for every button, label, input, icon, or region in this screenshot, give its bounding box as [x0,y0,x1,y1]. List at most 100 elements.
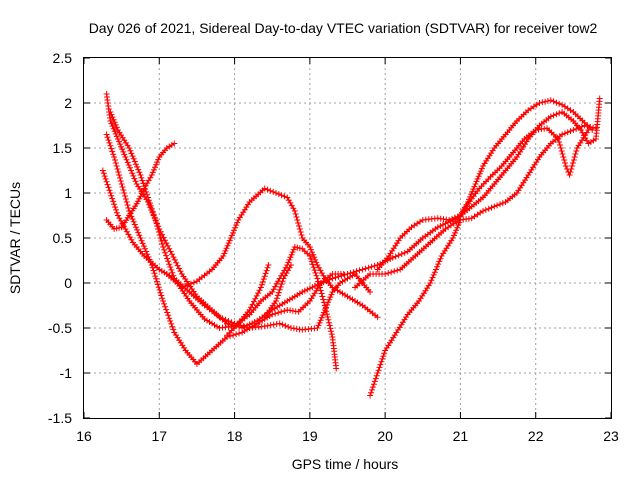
data-point [562,163,569,169]
data-point [453,227,460,234]
data-point [167,318,174,324]
data-point [220,253,227,259]
data-point [155,229,162,235]
series-arc-2 [99,167,374,333]
data-point [147,202,154,209]
data-point [488,204,495,211]
data-point [153,220,160,226]
data-point [312,269,319,276]
data-point [111,154,118,160]
data-point [122,154,129,160]
data-point [216,314,223,321]
data-point [259,278,266,285]
data-point [491,203,498,210]
data-point [137,193,144,200]
data-point [169,323,176,330]
data-point [160,234,167,241]
data-point [316,319,323,326]
data-point [428,277,435,284]
data-point [478,165,485,172]
data-point [497,201,503,208]
data-point [378,358,385,365]
data-point [163,306,170,313]
data-point [429,274,436,281]
data-point [124,159,131,166]
data-point [292,211,299,217]
data-point [561,157,568,163]
data-point [324,311,330,318]
data-point [258,281,265,288]
data-point [125,205,132,211]
data-point [109,114,116,121]
y-tick-label: 0.5 [53,230,73,246]
series-arc-1 [103,91,596,331]
data-point [157,235,164,241]
data-point [106,139,113,146]
data-point [328,331,335,338]
y-tick-labels: -1.5 -1 -0.5 0 0.5 1 1.5 2 2.5 [48,50,72,426]
data-point [304,286,311,293]
x-tick-label: 17 [151,428,167,444]
data-point [169,251,175,258]
data-point [137,235,144,241]
data-point [321,302,328,309]
data-point [108,192,115,199]
data-point [165,258,172,265]
data-point [167,248,174,255]
data-point [109,123,116,130]
data-point [279,321,286,328]
data-point [569,163,576,169]
data-point [275,309,282,316]
data-point [162,249,169,256]
data-point [556,100,563,107]
data-point [226,237,233,244]
data-point [219,315,226,322]
data-point [568,166,575,172]
data-point [572,151,579,157]
data-point [190,279,197,286]
series-arc-7 [224,262,272,339]
data-point [290,246,297,253]
data-point [288,251,295,258]
data-point [149,264,156,271]
data-point [296,226,303,232]
data-point [103,131,110,138]
data-point [148,205,155,212]
data-point [171,256,178,263]
data-point [132,161,139,168]
data-point [451,214,458,221]
data-point [225,318,232,324]
data-point [274,292,281,299]
y-axis-label: SDTVAR / TECUs [7,182,23,294]
data-point [539,99,546,106]
data-point [316,281,323,288]
data-point [227,235,234,241]
data-point [267,187,274,194]
data-point [161,237,168,244]
data-point [222,247,229,254]
data-point [125,162,132,169]
series-arc-10 [374,95,603,273]
data-point [112,204,119,211]
data-point [181,283,188,290]
data-point [113,163,120,169]
data-point [121,151,128,158]
data-point [308,258,315,265]
chart-title: Day 026 of 2021, Sidereal Day-to-day VTE… [89,20,598,36]
data-point [278,308,285,315]
data-point [143,248,150,255]
data-point [570,127,577,133]
data-point [166,315,173,322]
data-point [150,211,157,218]
data-point [120,187,127,193]
data-point [236,330,243,337]
data-point [114,136,121,142]
data-point [113,209,120,216]
data-point [557,145,564,151]
data-point [167,264,174,270]
data-point [128,213,135,220]
data-point [131,175,138,182]
series-arc-8 [261,262,294,321]
data-point [557,142,563,148]
data-point [111,119,118,126]
